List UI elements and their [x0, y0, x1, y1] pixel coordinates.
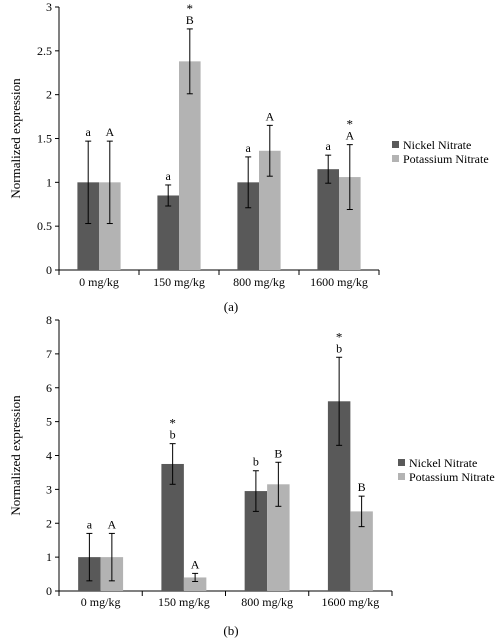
panel-label: (a): [224, 299, 238, 314]
legend-swatch: [392, 155, 399, 162]
significance-letter: a: [86, 125, 92, 139]
y-tick-label: 7: [46, 347, 52, 361]
y-tick-label: 6: [46, 381, 52, 395]
y-tick-label: 5: [46, 415, 52, 429]
y-tick-label: 1.5: [37, 132, 52, 146]
legend-label: Potassium Nitrate: [409, 470, 495, 484]
bar: [183, 577, 207, 591]
y-axis-label: Normalized expression: [8, 395, 23, 516]
legend-label: Nickel Nitrate: [409, 456, 477, 470]
legend-swatch: [398, 473, 405, 480]
bar: [259, 150, 281, 270]
significance-asterisk: *: [169, 416, 176, 431]
x-tick-label: 150 mg/kg: [158, 595, 210, 609]
significance-letter: a: [326, 139, 332, 153]
bar: [99, 182, 121, 270]
y-tick-label: 3: [46, 482, 52, 496]
significance-letter: A: [191, 557, 200, 571]
y-tick-label: 2.5: [37, 44, 52, 58]
significance-letter: A: [108, 517, 117, 531]
x-tick-label: 150 mg/kg: [153, 275, 205, 289]
chart-panel-b: 0 1 2 3 4 5 6 7 8 Normalized expression 0 mg/kg 150…: [8, 313, 495, 638]
significance-asterisk: *: [187, 1, 194, 16]
legend-swatch: [392, 141, 399, 148]
x-tick-label: 0 mg/kg: [81, 595, 121, 609]
bar: [327, 401, 351, 591]
y-tick-label: 4: [46, 449, 52, 463]
significance-letter: a: [166, 169, 172, 183]
y-tick-label: 0: [46, 584, 52, 598]
significance-asterisk: *: [347, 117, 354, 132]
x-tick-label: 1600 mg/kg: [310, 275, 368, 289]
bar: [350, 511, 373, 591]
y-tick-label: 0: [46, 263, 52, 277]
y-tick-label: 2: [46, 516, 52, 530]
x-tick-label: 0 mg/kg: [79, 275, 119, 289]
y-tick-label: 3: [46, 0, 52, 14]
bar: [179, 61, 201, 270]
significance-letter: A: [345, 129, 354, 143]
bar: [244, 491, 268, 591]
y-tick-label: 0.5: [37, 219, 52, 233]
y-axis-label: Normalized expression: [8, 78, 23, 199]
x-tick-label: 800 mg/kg: [233, 275, 285, 289]
bar: [157, 195, 179, 270]
significance-letter: A: [265, 109, 274, 123]
y-tick-label: 8: [46, 313, 52, 327]
significance-letter: a: [87, 517, 93, 531]
bar: [77, 182, 99, 270]
x-tick-label: 1600 mg/kg: [322, 595, 380, 609]
bar: [237, 182, 259, 270]
x-tick-label: 800 mg/kg: [241, 595, 293, 609]
significance-letter: b: [336, 341, 342, 355]
y-tick-label: 1: [46, 550, 52, 564]
y-tick-label: 1: [46, 175, 52, 189]
significance-letter: B: [186, 13, 194, 27]
bar: [267, 484, 290, 591]
significance-asterisk: *: [336, 329, 343, 344]
bar: [339, 177, 361, 270]
legend-label: Nickel Nitrate: [403, 138, 471, 152]
legend-swatch: [398, 459, 405, 466]
significance-letter: b: [253, 455, 259, 469]
y-tick-label: 2: [46, 88, 52, 102]
significance-letter: B: [358, 480, 366, 494]
bar: [161, 463, 184, 591]
significance-letter: a: [246, 141, 252, 155]
significance-letter: A: [105, 125, 114, 139]
legend-label: Potassium Nitrate: [403, 152, 489, 166]
significance-letter: B: [274, 446, 282, 460]
significance-letter: b: [170, 428, 176, 442]
panel-label: (b): [223, 623, 238, 638]
bar: [317, 169, 339, 270]
chart-panel-a: 0 0.5 1 1.5 2 2.5 3 Normalized expression 0 mg/k…: [8, 0, 489, 314]
